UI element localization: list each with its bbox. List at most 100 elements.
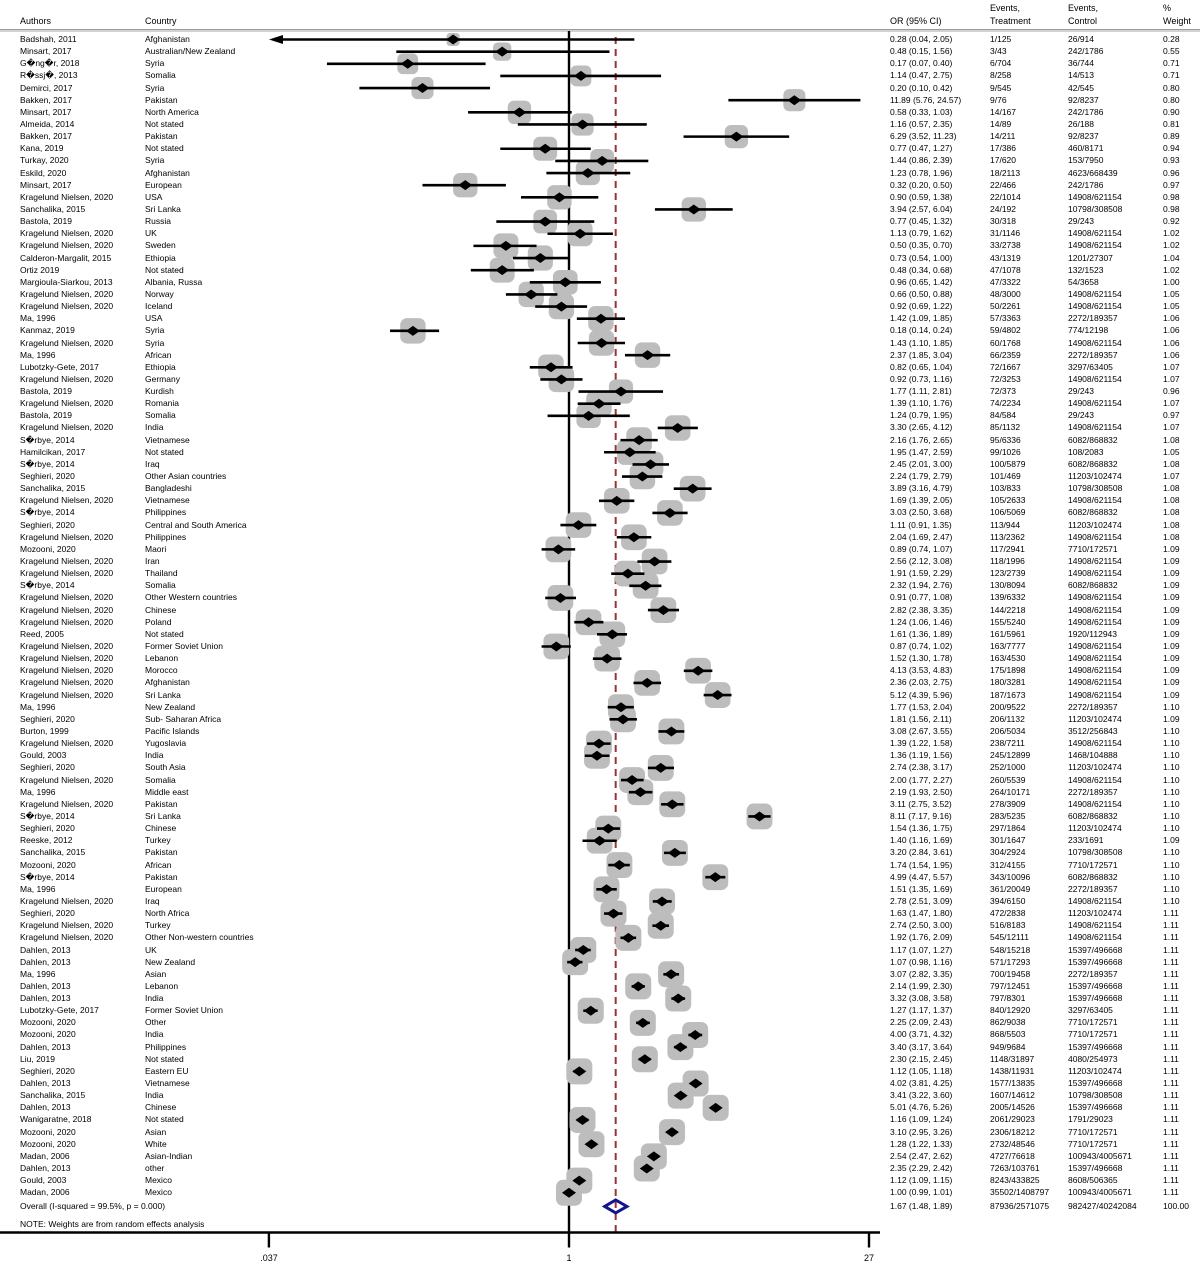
- weight-cell: 1.09: [1163, 580, 1180, 591]
- country-cell: Turkey: [145, 835, 171, 846]
- or-ci-cell: 1.24 (0.79, 1.95): [890, 410, 953, 421]
- author-cell: Minsart, 2017: [20, 179, 72, 190]
- events-control-cell: 10798/308508: [1068, 847, 1123, 858]
- or-ci-cell: 1.69 (1.39, 2.05): [890, 495, 953, 506]
- author-cell: Dahlen, 2013: [20, 993, 71, 1004]
- or-ci-cell: 1.67 (1.48, 1.89): [890, 1200, 953, 1211]
- events-treatment-cell: 1438/11931: [990, 1065, 1035, 1076]
- events-treatment-cell: 47/1078: [990, 264, 1021, 275]
- point-marker: [591, 738, 606, 749]
- events-control-cell: 14908/621154: [1068, 920, 1122, 931]
- country-cell: Former Soviet Union: [145, 1005, 223, 1016]
- author-cell: Madan, 2006: [20, 1150, 70, 1161]
- events-treatment-cell: 72/1667: [990, 361, 1021, 372]
- events-control-cell: 14908/621154: [1068, 422, 1122, 433]
- events-treatment-cell: 4727/76618: [990, 1150, 1035, 1161]
- events-treatment-cell: 17/386: [990, 143, 1016, 154]
- point-marker: [708, 872, 723, 883]
- or-ci-cell: 2.24 (1.79, 2.79): [890, 471, 953, 482]
- point-marker: [664, 1127, 679, 1138]
- or-ci-cell: 4.99 (4.47, 5.57): [890, 871, 953, 882]
- country-cell: Iraq: [145, 895, 160, 906]
- events-control-cell: 3297/63405: [1068, 1005, 1113, 1016]
- point-marker: [621, 932, 636, 943]
- point-marker: [549, 641, 564, 652]
- weight-cell: 0.92: [1163, 216, 1180, 227]
- or-ci-cell: 1.13 (0.79, 1.62): [890, 228, 953, 239]
- author-cell: Dahlen, 2013: [20, 1102, 71, 1113]
- author-cell: Mozooni, 2020: [20, 859, 76, 870]
- axis-tick-label-null: 1: [566, 1253, 572, 1263]
- or-ci-cell: 0.87 (0.74, 1.02): [890, 641, 953, 651]
- events-control-cell: 2272/189357: [1068, 968, 1118, 979]
- author-cell: Dahlen, 2013: [20, 1078, 71, 1089]
- point-marker: [662, 507, 677, 518]
- point-marker: [643, 459, 658, 470]
- events-treatment-cell: 571/17293: [990, 956, 1031, 967]
- country-cell: Central and South America: [145, 519, 247, 530]
- point-marker: [573, 228, 588, 239]
- events-treatment-cell: 59/4802: [990, 325, 1021, 336]
- events-treatment-cell: 312/4155: [990, 859, 1026, 870]
- country-cell: Ethiopia: [145, 361, 176, 372]
- or-ci-cell: 1.44 (0.86, 2.39): [890, 155, 953, 166]
- country-cell: Albania, Russa: [145, 276, 203, 287]
- events-treatment-cell: 343/10096: [990, 871, 1031, 882]
- country-cell: Pacific Islands: [145, 725, 200, 736]
- point-marker: [631, 981, 646, 992]
- or-ci-cell: 3.03 (2.50, 3.68): [890, 507, 953, 518]
- point-marker: [632, 435, 647, 446]
- events-control-cell: 3512/256843: [1068, 725, 1118, 736]
- country-cell: Lebanon: [145, 980, 179, 991]
- or-ci-cell: 1.81 (1.56, 2.11): [890, 713, 952, 724]
- events-treatment-cell: 144/2218: [990, 604, 1026, 615]
- point-marker: [554, 301, 569, 312]
- events-treatment-cell: 57/3363: [990, 313, 1021, 324]
- point-marker: [622, 447, 637, 458]
- country-cell: Pakistan: [145, 847, 178, 858]
- events-treatment-cell: 472/2838: [990, 908, 1026, 919]
- author-cell: Reed, 2005: [20, 628, 64, 639]
- weight-cell: 1.09: [1163, 689, 1180, 700]
- weight-cell: 1.10: [1163, 859, 1180, 870]
- author-cell: S�rbye, 2014: [20, 580, 75, 591]
- weight-cell: 1.07: [1163, 398, 1180, 409]
- country-cell: Iran: [145, 556, 160, 567]
- author-cell: Kragelund Nielsen, 2020: [20, 398, 114, 409]
- or-ci-cell: 1.11 (0.91, 1.35): [890, 519, 952, 530]
- or-ci-cell: 2.54 (2.47, 2.62): [890, 1150, 953, 1161]
- country-cell: Not stated: [145, 446, 184, 457]
- events-control-cell: 29/243: [1068, 216, 1094, 227]
- author-cell: Bakken, 2017: [20, 131, 72, 142]
- events-control-cell: 982427/40242084: [1068, 1200, 1137, 1211]
- point-marker: [653, 762, 668, 773]
- point-marker: [729, 131, 744, 142]
- events-control-cell: 15397/496668: [1068, 980, 1123, 991]
- country-cell: Not stated: [145, 1114, 184, 1125]
- point-marker: [635, 1017, 650, 1028]
- point-marker: [573, 70, 588, 81]
- or-ci-cell: 1.17 (1.07, 1.27): [890, 944, 953, 955]
- weight-cell: 1.11: [1163, 908, 1179, 919]
- author-cell: Kragelund Nielsen, 2020: [20, 641, 114, 651]
- country-cell: Romania: [145, 398, 180, 409]
- events-control-cell: 108/2083: [1068, 446, 1104, 457]
- or-ci-cell: 0.20 (0.10, 0.42): [890, 82, 953, 93]
- country-cell: Poland: [145, 616, 172, 627]
- events-treatment-cell: 2732/48546: [990, 1138, 1035, 1149]
- or-ci-cell: 3.07 (2.82, 3.35): [890, 968, 953, 979]
- author-cell: Kragelund Nielsen, 2020: [20, 774, 114, 785]
- events-control-cell: 14908/621154: [1068, 556, 1122, 567]
- point-marker: [613, 386, 628, 397]
- events-treatment-cell: 99/1026: [990, 446, 1021, 457]
- author-cell: Bastola, 2019: [20, 386, 72, 397]
- events-control-cell: 100943/4005671: [1068, 1187, 1132, 1198]
- weight-cell: 1.09: [1163, 653, 1180, 664]
- or-ci-cell: 2.35 (2.29, 2.42): [890, 1163, 953, 1174]
- point-marker: [572, 1066, 587, 1077]
- or-ci-cell: 3.89 (3.16, 4.79): [890, 483, 953, 494]
- column-header-events-treatment-line2: Treatment: [990, 16, 1031, 26]
- author-cell: Turkay, 2020: [20, 155, 69, 166]
- author-cell: Kragelund Nielsen, 2020: [20, 422, 114, 433]
- weight-cell: 1.05: [1163, 446, 1180, 457]
